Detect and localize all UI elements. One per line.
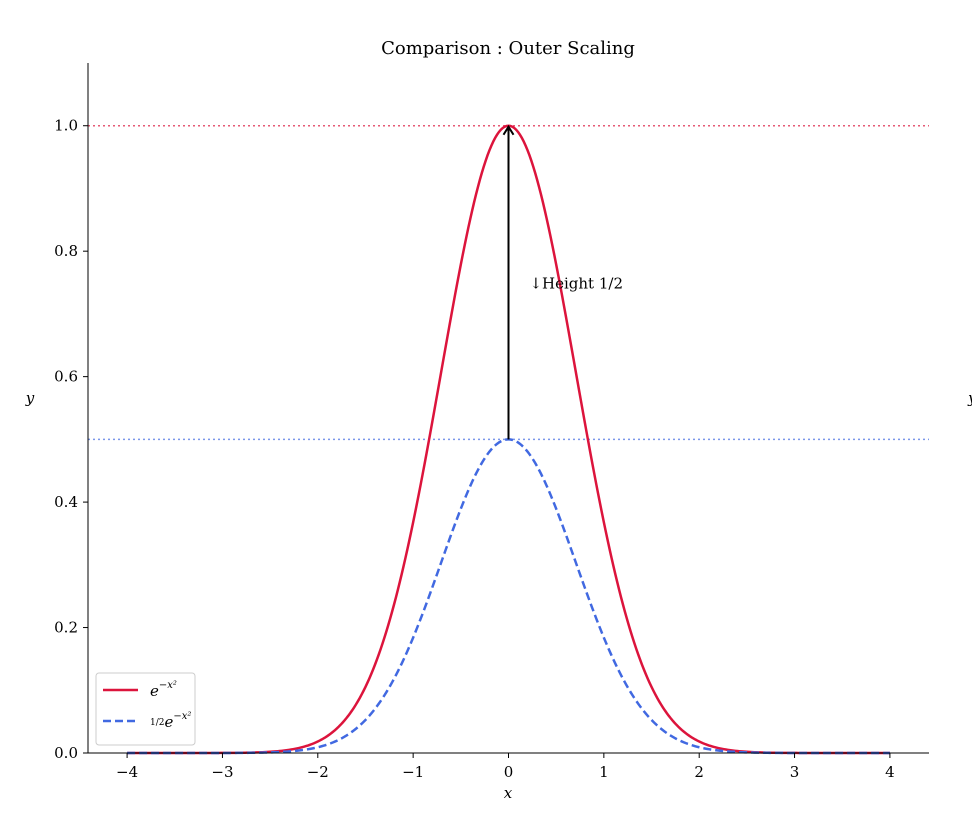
legend: e−x² 1/2e−x² xyxy=(95,672,196,746)
legend-label-series-1: e−x² xyxy=(150,680,177,700)
y-tick-label: 1.0 xyxy=(54,117,78,135)
x-tick-label: −3 xyxy=(211,763,233,781)
y-tick-label: 0.6 xyxy=(54,368,78,386)
x-tick-label: 3 xyxy=(790,763,800,781)
y-axis-label: y xyxy=(25,389,35,407)
x-tick-label: −1 xyxy=(402,763,424,781)
series-line-2 xyxy=(127,438,890,755)
legend-label-series-2: 1/2e−x² xyxy=(150,711,191,731)
annotation-arrowhead xyxy=(502,124,515,136)
y-tick-label: 0.0 xyxy=(54,744,78,762)
x-tick-label: 4 xyxy=(885,763,895,781)
y-axis-label-right: y xyxy=(967,389,972,407)
x-tick-label: 0 xyxy=(504,763,514,781)
x-tick-label: 2 xyxy=(694,763,704,781)
y-tick-label: 0.2 xyxy=(54,619,78,637)
y-tick-label: 0.4 xyxy=(54,493,78,511)
annotation-text: ↓Height 1/2 xyxy=(529,275,623,293)
chart-title: Comparison : Outer Scaling xyxy=(381,38,635,59)
x-tick-label: −4 xyxy=(116,763,138,781)
x-tick-label: −2 xyxy=(307,763,329,781)
y-tick-label: 0.8 xyxy=(54,242,78,260)
x-tick-label: 1 xyxy=(599,763,609,781)
x-axis-label: x xyxy=(504,784,513,802)
